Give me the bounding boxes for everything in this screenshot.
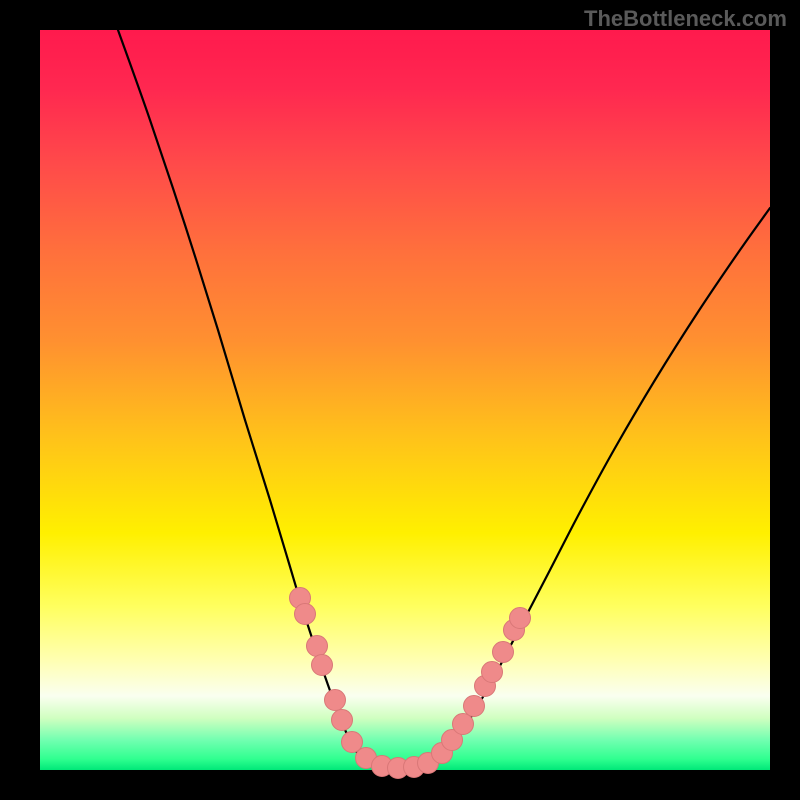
data-marker (464, 696, 485, 717)
plot-gradient (40, 30, 770, 770)
data-marker (510, 608, 531, 629)
bottleneck-chart (0, 0, 800, 800)
data-marker (482, 662, 503, 683)
chart-container: TheBottleneck.com (0, 0, 800, 800)
data-marker (332, 710, 353, 731)
watermark-text: TheBottleneck.com (584, 6, 787, 32)
data-marker (307, 636, 328, 657)
data-marker (312, 655, 333, 676)
data-marker (453, 714, 474, 735)
data-marker (325, 690, 346, 711)
data-marker (295, 604, 316, 625)
data-marker (493, 642, 514, 663)
